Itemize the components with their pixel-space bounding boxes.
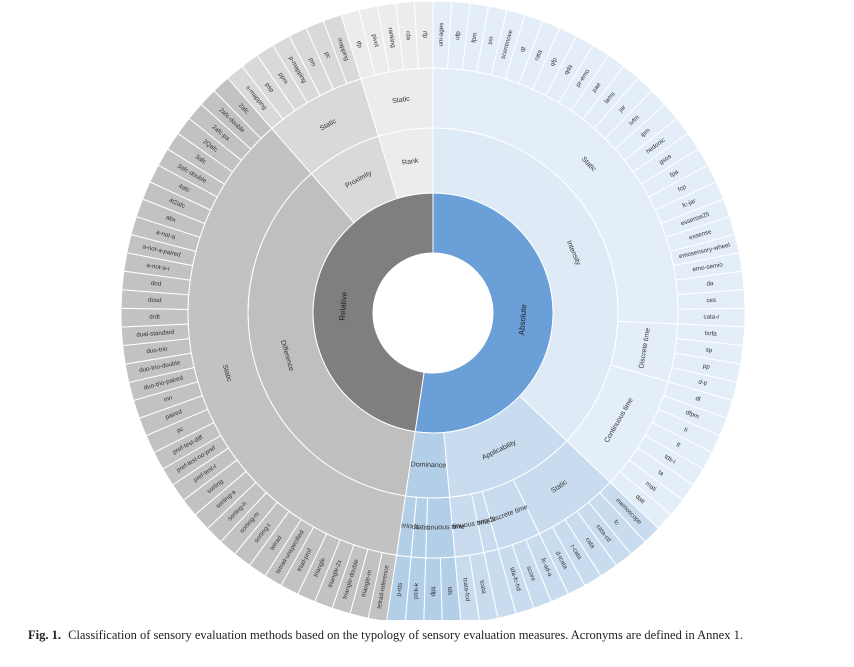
leaf-label-absolute-intensity-static-qfp: qfp (549, 56, 559, 67)
leaf-label-absolute-intensity-static-sm: sm (487, 36, 496, 46)
leaf-label-absolute-intensity-discrete-time-sp: sp (705, 346, 713, 354)
leaf-label-absolute-intensity-static-fpm: fpm (470, 32, 478, 43)
leaf-label-absolute-intensity-static-ipm: ipm (639, 127, 651, 139)
leaf-segment-relative-rank-static-rfp (413, 0, 434, 69)
leaf-label-relative-proximity-static-pc: pc (323, 51, 332, 60)
leaf-label-relative-difference-static-dual-standard: dual-standard (136, 329, 175, 339)
leaf-label-relative-rank-static-tfp: tfp (355, 40, 364, 49)
segment-label-relative-rank-static: Static (392, 96, 411, 106)
leaf-label-relative-difference-static-dosd: dosd (148, 297, 162, 305)
leaf-label-absolute-intensity-static-qda: qda (563, 63, 574, 76)
leaf-label-absolute-intensity-discrete-time-d-ti: d-ti (697, 379, 707, 388)
leaf-label-absolute-applicability-continuous-time-tcata-fcd: tcata-fcd (461, 577, 471, 602)
leaf-label-absolute-intensity-static-ufp: ufp (454, 30, 462, 40)
leaf-label-absolute-dominance-continuous-time-tdlp: tdlp (430, 587, 437, 598)
segment-label-absolute: Absolute (517, 303, 528, 335)
leaf-label-absolute-applicability-continuous-time-tcata: tcata (478, 580, 487, 595)
leaf-label-relative-rank-static-rfp: rfp (421, 31, 428, 39)
caption-text: Classification of sensory evaluation met… (68, 628, 743, 642)
leaf-label-relative-difference-static-4afc: 4afc (177, 183, 191, 194)
leaf-label-relative-difference-static-a-not-a-r: a-not-a-r (146, 262, 171, 273)
leaf-label-relative-difference-static-duo-trio: duo-trio (146, 345, 168, 355)
leaf-label-absolute-intensity-discrete-time-pp: pp (702, 363, 711, 371)
leaf-label-absolute-dominance-static-pick-k: pick-k (412, 582, 420, 599)
leaf-label-absolute-intensity-static-ces: ces (706, 297, 716, 304)
leaf-label-absolute-applicability-static-fc: fc (612, 519, 620, 527)
segment-label-relative-difference-static: Static (221, 364, 233, 383)
segment-label-absolute-dominance-continuous-time: Continuous time (414, 524, 465, 533)
segment-label-absolute-dominance: Dominance (411, 461, 447, 469)
leaf-label-relative-difference-static-abx: abx (165, 214, 178, 224)
leaf-label-absolute-intensity-discrete-time-tsrfa: tsrfa (704, 330, 717, 338)
leaf-label-absolute-dominance-periods-p-tds: p-tds (395, 582, 404, 597)
center-hole (375, 255, 491, 371)
leaf-label-relative-proximity-static-pm: pm (307, 57, 317, 68)
leaf-label-absolute-intensity-static-jar: jar (617, 104, 627, 115)
leaf-label-relative-difference-static-mn: mn (163, 394, 174, 403)
leaf-label-absolute-intensity-static-uni-ages: uni-ages (437, 23, 445, 47)
leaf-label-absolute-intensity-static-fc-jar: fc-jar (681, 198, 696, 210)
leaf-label-absolute-intensity-static-da: da (706, 280, 714, 288)
leaf-label-absolute-dominance-continuous-time-tds: tds (446, 587, 453, 596)
leaf-label-absolute-intensity-continuous-time-ti: ti (683, 426, 689, 434)
leaf-label-relative-rank-static-pivot: pivot (370, 33, 380, 48)
leaf-label-relative-difference-static-pc: pc (176, 426, 185, 435)
leaf-label-relative-rank-static-rda: rda (404, 31, 412, 41)
leaf-label-relative-difference-static-dod: dod (151, 280, 163, 288)
leaf-label-absolute-intensity-static-fpa: fpa (669, 168, 680, 179)
leaf-label-absolute-intensity-continuous-time-dati: dati (634, 493, 646, 505)
leaf-label-absolute-intensity-continuous-time-ta: ta (657, 469, 666, 478)
segment-label-relative-rank: Rank (402, 157, 420, 166)
leaf-label-absolute-intensity-static-rata: rata (533, 49, 544, 62)
leaf-label-relative-proximity-static-psp: psp (264, 82, 276, 95)
segment-label-relative: Relative (338, 291, 349, 321)
leaf-label-absolute-intensity-continuous-time-dfpm: dfpm (685, 409, 700, 421)
leaf-label-absolute-intensity-static-cata-r: cata-r (704, 314, 720, 321)
caption-label: Fig. 1. (28, 628, 61, 642)
leaf-label-absolute-intensity-continuous-time-tt: tt (675, 441, 682, 449)
leaf-label-absolute-intensity-static-qt: qt (519, 46, 527, 53)
leaf-label-absolute-intensity-static-fcp: fcp (677, 183, 688, 193)
leaf-label-relative-difference-static-drdt: drdt (149, 314, 160, 321)
leaf-label-relative-rank-static-ranking: ranking (387, 27, 397, 49)
leaf-label-absolute-intensity-continuous-time-dl: dl (694, 395, 701, 403)
figure-caption: Fig. 1. Classification of sensory evalua… (28, 628, 848, 643)
segment-label-absolute-dominance-static: Static (411, 524, 429, 532)
segment-label-absolute-dominance-periods: Periods (395, 522, 420, 532)
